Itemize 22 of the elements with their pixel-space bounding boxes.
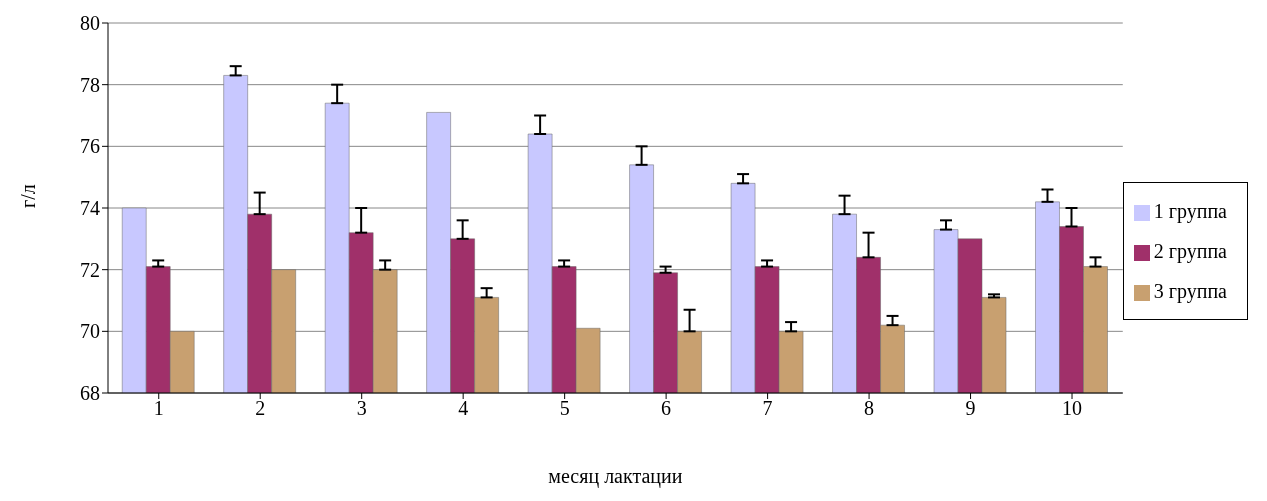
x-tick-label: 4: [458, 397, 469, 420]
x-tick-label: 9: [965, 397, 976, 420]
x-tick-label: 7: [762, 397, 773, 420]
y-tick-label: 74: [80, 197, 100, 220]
y-tick-label: 78: [80, 73, 100, 96]
legend-label: 2 группа: [1153, 239, 1227, 262]
x-axis-title: месяц лактации: [548, 465, 683, 488]
y-tick-label: 76: [80, 135, 100, 158]
y-axis-title: г/л: [17, 184, 40, 208]
x-tick-label: 10: [1062, 397, 1083, 420]
x-tick-label: 8: [864, 397, 875, 420]
x-tick-label: 2: [255, 397, 266, 420]
x-tick-label: 5: [559, 397, 570, 420]
x-tick-label: 1: [153, 397, 164, 420]
y-tick-label: 68: [80, 382, 100, 405]
legend-label: 3 группа: [1153, 279, 1227, 302]
y-tick-label: 80: [80, 12, 100, 35]
y-tick-label: 70: [80, 320, 100, 343]
y-tick-label: 72: [80, 258, 100, 281]
x-tick-label: 6: [661, 397, 672, 420]
legend-label: 1 группа: [1153, 199, 1227, 222]
x-tick-label: 3: [356, 397, 367, 420]
